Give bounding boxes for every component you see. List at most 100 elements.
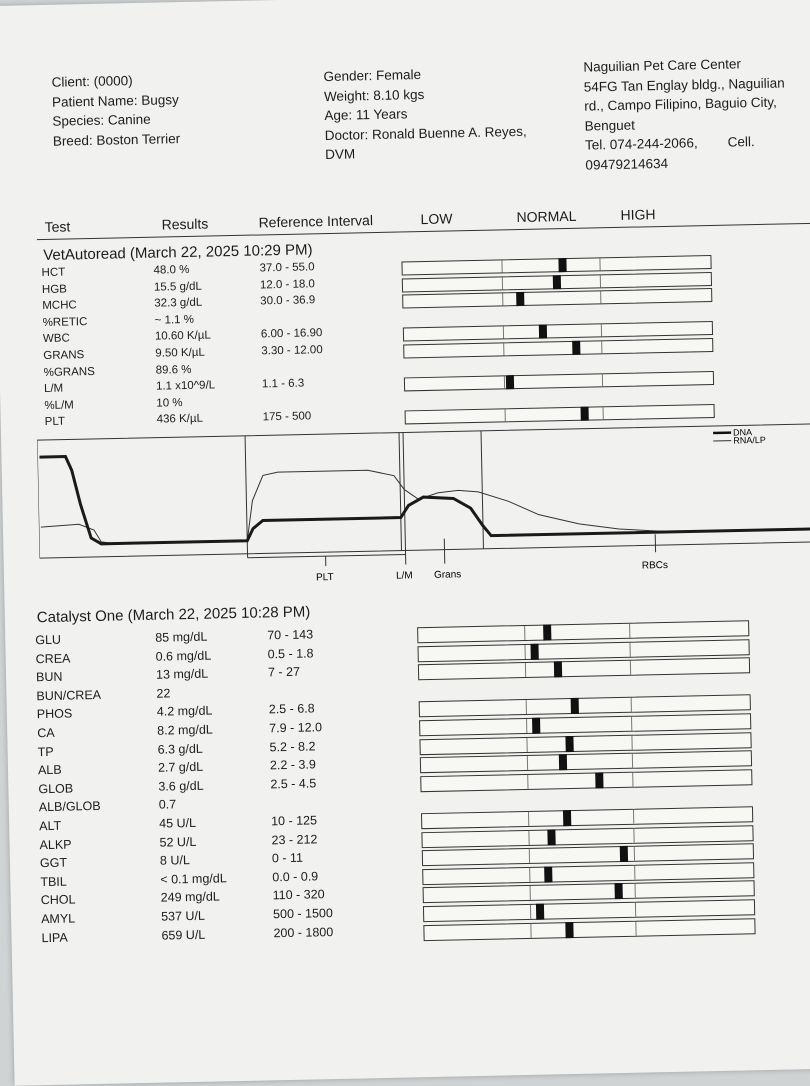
test-result: 659 U/L — [161, 927, 205, 942]
result-marker-wbc — [538, 325, 546, 339]
test-name: GLOB — [38, 781, 73, 796]
test-result: 3.6 g/dL — [158, 779, 203, 794]
range-divider — [632, 754, 633, 768]
range-divider — [632, 773, 633, 787]
test-name: ALB — [38, 763, 62, 777]
test-result: 13 mg/dL — [156, 667, 208, 682]
result-marker-grans — [573, 341, 581, 355]
range-divider — [634, 847, 635, 861]
col-normal: NORMAL — [516, 208, 576, 225]
test-result: 9.50 K/µL — [155, 347, 205, 360]
animal-doctor-info: Gender: Female Weight: 8.10 kgs Age: 11 … — [323, 63, 527, 165]
result-marker-phos — [571, 698, 579, 714]
test-name: CHOL — [41, 893, 76, 908]
result-marker-glob — [595, 772, 603, 788]
range-divider — [603, 408, 604, 420]
range-divider — [630, 661, 631, 675]
clinic-info: Naguilian Pet Care Center 54FG Tan Engla… — [583, 53, 786, 174]
species-line: Species: Canine — [52, 109, 180, 131]
result-marker-glu — [543, 624, 551, 640]
result-marker-alkp — [547, 829, 555, 845]
test-name: CA — [37, 726, 55, 740]
reference-interval: 10 - 125 — [271, 813, 317, 828]
range-divider — [631, 717, 632, 731]
result-marker-hgb — [553, 275, 561, 289]
test-name: ALT — [39, 819, 61, 833]
range-divider — [502, 294, 503, 306]
range-divider — [635, 921, 636, 935]
test-result: 4.2 mg/dL — [157, 704, 213, 719]
range-divider — [629, 624, 630, 638]
range-divider — [524, 663, 525, 677]
range-divider — [635, 903, 636, 917]
reference-interval: 0.5 - 1.8 — [267, 646, 313, 661]
range-divider — [501, 277, 502, 289]
result-marker-alb — [559, 754, 567, 770]
test-result: 22 — [156, 686, 170, 700]
legend-rna: RNA/LP — [733, 435, 766, 446]
result-marker-alt — [563, 810, 571, 826]
curve-dna — [39, 441, 810, 545]
range-divider — [501, 260, 502, 272]
clinic-cell-label: Cell. — [727, 134, 754, 150]
histogram-divider-grans — [481, 431, 483, 549]
range-divider — [633, 810, 634, 824]
reference-interval: 500 - 1500 — [273, 906, 333, 921]
test-result: 1.1 x10^9/L — [156, 380, 215, 393]
reference-interval: 3.30 - 12.00 — [261, 344, 323, 357]
histogram-frame — [37, 424, 810, 558]
result-marker-crea — [530, 643, 538, 659]
range-divider — [635, 884, 636, 898]
clinic-cell-number: 09479214634 — [585, 151, 786, 175]
patient-info: Client: (0000) Patient Name: Bugsy Speci… — [51, 70, 180, 151]
range-divider — [527, 775, 528, 789]
col-high: HIGH — [620, 206, 655, 223]
range-divider — [526, 719, 527, 733]
test-name: MCHC — [42, 299, 77, 312]
result-marker-tbil — [545, 866, 553, 882]
reference-interval: 200 - 1800 — [273, 925, 333, 940]
histogram-divider-lm-1 — [399, 433, 401, 551]
range-divider — [529, 886, 530, 900]
range-divider — [528, 812, 529, 826]
range-divider — [602, 374, 603, 386]
result-marker-tp — [565, 736, 573, 752]
test-result: 10.60 K/µL — [155, 330, 211, 343]
reference-interval: 30.0 - 36.9 — [260, 294, 315, 307]
range-divider — [528, 831, 529, 845]
reference-interval: 1.1 - 6.3 — [262, 378, 304, 391]
test-name: ALB/GLOB — [39, 799, 101, 814]
reference-interval: 5.2 - 8.2 — [269, 739, 315, 754]
range-divider — [503, 377, 504, 389]
test-name: PHOS — [37, 707, 73, 722]
tick-grans — [444, 539, 445, 564]
test-name: GLU — [35, 633, 61, 648]
test-name: TBIL — [40, 874, 67, 889]
catalyst-title: Catalyst One (March 22, 2025 10:28 PM) — [37, 603, 311, 626]
result-marker-hct — [559, 258, 567, 272]
range-divider — [601, 341, 602, 353]
test-result: 436 K/µL — [157, 413, 204, 426]
patient-name-line: Patient Name: Bugsy — [52, 90, 180, 112]
test-result: 8.2 mg/dL — [157, 723, 213, 738]
reference-interval: 12.0 - 18.0 — [260, 278, 315, 291]
test-result: ~ 1.1 % — [154, 314, 194, 327]
test-name: LIPA — [41, 930, 67, 945]
col-results: Results — [161, 216, 208, 233]
test-name: GGT — [40, 856, 67, 871]
client-line: Client: (0000) — [51, 70, 179, 92]
range-divider — [600, 291, 601, 303]
test-name: BUN — [36, 670, 63, 685]
range-divider — [503, 343, 504, 355]
result-marker-ggt — [620, 846, 628, 862]
reference-interval: 2.5 - 4.5 — [270, 776, 316, 791]
range-divider — [529, 868, 530, 882]
reference-interval: 7 - 27 — [268, 665, 300, 680]
reference-interval: 6.00 - 16.90 — [261, 328, 323, 341]
label-grans: Grans — [434, 569, 461, 581]
test-name: BUN/CREA — [36, 688, 101, 703]
test-result: 0.7 — [159, 798, 177, 812]
